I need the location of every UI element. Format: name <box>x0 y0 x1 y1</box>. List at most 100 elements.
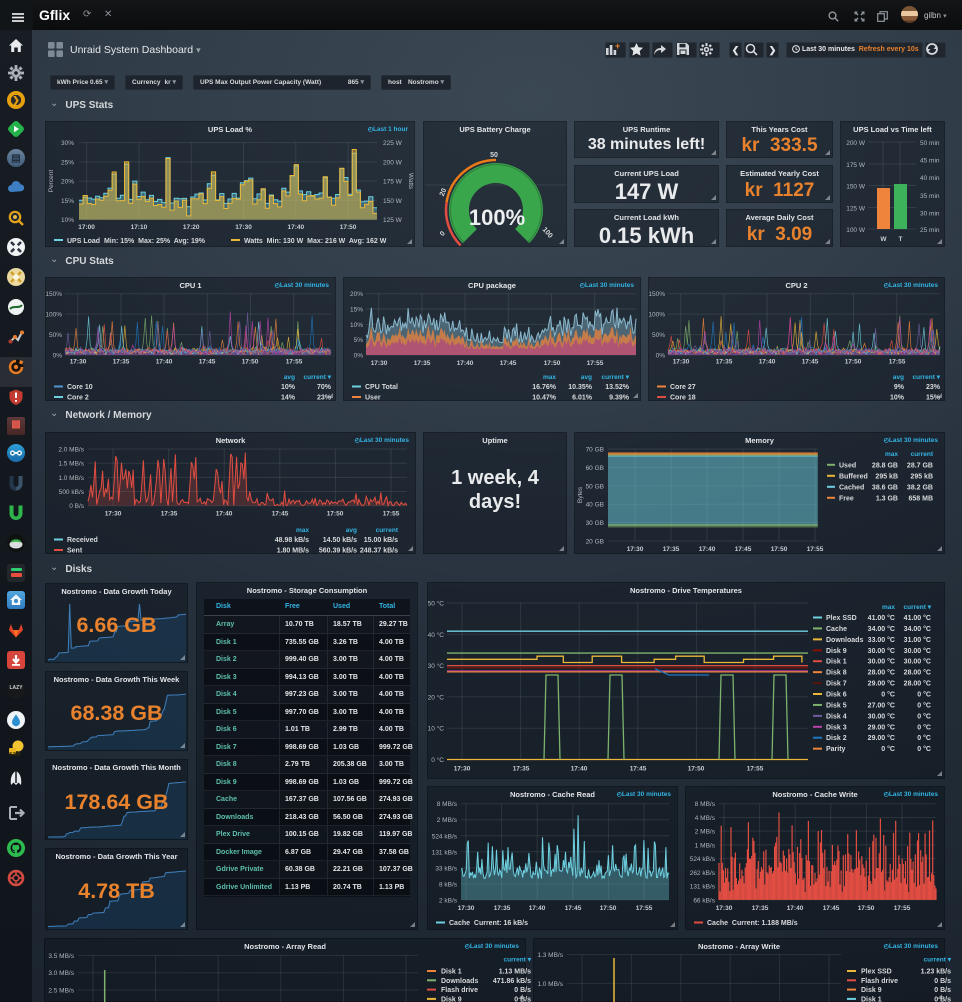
svg-text:0: 0 <box>439 230 447 238</box>
svg-text:Watts Min: 130 W Max: 216 W: Watts Min: 130 W Max: 216 W Avg: 162 W <box>244 238 387 245</box>
svg-text:29.00 °C: 29.00 °C <box>868 680 895 688</box>
svg-text:17:55: 17:55 <box>807 546 824 553</box>
svg-text:20 GB: 20 GB <box>586 539 604 546</box>
svg-text:Received: Received <box>67 537 98 544</box>
svg-text:45 min: 45 min <box>920 158 940 165</box>
svg-text:9%: 9% <box>894 384 905 391</box>
svg-text:User: User <box>365 395 381 402</box>
svg-text:17:30: 17:30 <box>627 546 644 553</box>
svg-text:17:50: 17:50 <box>544 360 561 367</box>
svg-text:CPU Total: CPU Total <box>365 384 398 391</box>
svg-text:Sent: Sent <box>67 548 83 555</box>
svg-text:1.5 MB/s: 1.5 MB/s <box>58 461 84 468</box>
svg-text:70 GB: 70 GB <box>586 447 604 454</box>
svg-text:15%: 15% <box>926 395 941 402</box>
svg-text:30.00 °C: 30.00 °C <box>868 658 895 666</box>
svg-text:295 kB: 295 kB <box>910 473 933 480</box>
svg-text:1.23 kB/s: 1.23 kB/s <box>921 969 951 976</box>
svg-text:50 GB: 50 GB <box>586 483 604 490</box>
svg-text:Buffered: Buffered <box>839 473 868 480</box>
svg-text:8 MB/s: 8 MB/s <box>437 801 458 808</box>
svg-text:Used: Used <box>839 462 856 469</box>
svg-text:avg: avg <box>581 374 592 381</box>
svg-text:17:35: 17:35 <box>663 546 680 553</box>
svg-text:17:35: 17:35 <box>494 905 511 912</box>
svg-text:0 °C: 0 °C <box>881 745 895 753</box>
svg-text:0 B/s: 0 B/s <box>514 987 531 994</box>
svg-text:10%: 10% <box>61 217 74 224</box>
svg-text:50 min: 50 min <box>920 140 940 147</box>
svg-text:25 min: 25 min <box>920 227 940 234</box>
svg-text:17:45: 17:45 <box>630 766 647 773</box>
svg-text:4 MB/s: 4 MB/s <box>695 815 716 822</box>
svg-text:17:30: 17:30 <box>70 359 87 366</box>
svg-text:60 GB: 60 GB <box>586 465 604 472</box>
svg-text:17:50: 17:50 <box>600 905 617 912</box>
svg-text:Disk 1: Disk 1 <box>441 969 462 976</box>
svg-text:17:40: 17:40 <box>457 360 474 367</box>
svg-text:max: max <box>296 527 309 534</box>
svg-text:Disk 9: Disk 9 <box>861 987 882 994</box>
svg-text:17:20: 17:20 <box>183 224 200 231</box>
svg-text:20%: 20% <box>350 291 363 298</box>
svg-text:33 kB/s: 33 kB/s <box>435 865 457 872</box>
svg-text:Cache Current: 16 kB/s: Cache Current: 16 kB/s <box>449 920 528 927</box>
svg-text:100%: 100% <box>45 312 62 319</box>
svg-text:2.5 MB/s: 2.5 MB/s <box>48 988 74 995</box>
svg-text:17:45: 17:45 <box>272 511 289 518</box>
svg-text:41.00 °C: 41.00 °C <box>868 614 895 622</box>
svg-text:0 °C: 0 °C <box>917 734 931 742</box>
svg-text:17:35: 17:35 <box>716 359 733 366</box>
svg-text:50%: 50% <box>652 332 665 339</box>
svg-text:16.76%: 16.76% <box>532 384 557 391</box>
svg-text:Disk 8: Disk 8 <box>826 670 847 677</box>
svg-text:50 °C: 50 °C <box>428 600 445 608</box>
svg-text:29.00 °C: 29.00 °C <box>868 723 895 731</box>
svg-text:Disk 1: Disk 1 <box>826 659 847 666</box>
svg-text:15%: 15% <box>61 198 74 205</box>
svg-text:13.52%: 13.52% <box>605 384 630 391</box>
svg-text:17:00: 17:00 <box>78 224 95 231</box>
svg-text:131 kB/s: 131 kB/s <box>690 884 716 891</box>
svg-text:29.00 °C: 29.00 °C <box>868 734 895 742</box>
svg-text:17:40: 17:40 <box>529 905 546 912</box>
svg-text:17:10: 17:10 <box>131 224 148 231</box>
svg-text:17:30: 17:30 <box>235 224 252 231</box>
svg-text:0 °C: 0 °C <box>917 723 931 731</box>
svg-text:Disk 6: Disk 6 <box>826 692 847 699</box>
svg-text:100: 100 <box>541 226 554 239</box>
svg-text:1.80 MB/s: 1.80 MB/s <box>277 548 309 555</box>
svg-text:17:55: 17:55 <box>587 360 604 367</box>
svg-text:17:50: 17:50 <box>327 511 344 518</box>
svg-text:1.0 MB/s: 1.0 MB/s <box>537 981 563 988</box>
svg-text:17:50: 17:50 <box>688 766 705 773</box>
svg-text:175 W: 175 W <box>383 179 403 186</box>
svg-text:17:40: 17:40 <box>787 905 804 912</box>
svg-text:17:35: 17:35 <box>414 360 431 367</box>
svg-text:3.0 MB/s: 3.0 MB/s <box>48 970 74 977</box>
svg-text:28.00 °C: 28.00 °C <box>904 680 931 688</box>
svg-text:131 kB/s: 131 kB/s <box>432 849 458 856</box>
svg-text:2 MB/s: 2 MB/s <box>695 829 716 836</box>
svg-text:38.6 GB: 38.6 GB <box>872 484 898 491</box>
svg-text:0 B/s: 0 B/s <box>514 996 531 1002</box>
svg-text:Disk 7: Disk 7 <box>826 681 847 688</box>
svg-text:50%: 50% <box>49 332 62 339</box>
svg-text:Plex SSD: Plex SSD <box>826 615 857 622</box>
svg-text:Watts: Watts <box>407 173 414 190</box>
svg-text:0 °C: 0 °C <box>917 691 931 699</box>
svg-text:30.00 °C: 30.00 °C <box>904 647 931 655</box>
svg-text:Disk 4: Disk 4 <box>826 713 847 720</box>
svg-text:17:30: 17:30 <box>371 360 388 367</box>
svg-text:Core 18: Core 18 <box>670 395 696 402</box>
svg-text:17:30: 17:30 <box>716 905 733 912</box>
svg-text:524 kB/s: 524 kB/s <box>432 833 458 840</box>
svg-text:17:55: 17:55 <box>286 359 303 366</box>
svg-text:17:35: 17:35 <box>752 905 769 912</box>
svg-text:10 °C: 10 °C <box>428 725 445 733</box>
svg-text:current: current <box>376 527 399 534</box>
svg-text:40 min: 40 min <box>920 175 940 182</box>
svg-text:0 °C: 0 °C <box>917 712 931 720</box>
svg-text:current ▾: current ▾ <box>904 604 932 611</box>
svg-text:20%: 20% <box>61 179 74 186</box>
